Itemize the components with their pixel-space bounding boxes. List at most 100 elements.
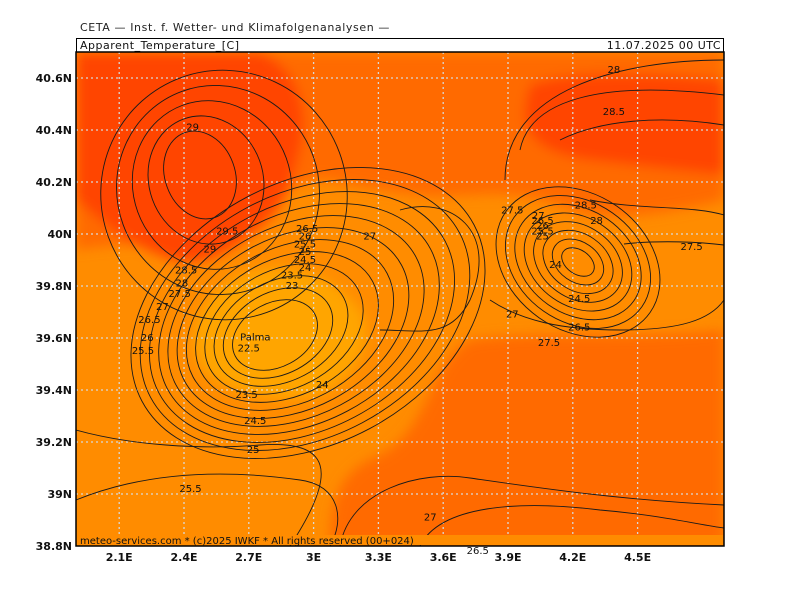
contour-value-label: 26.5	[296, 224, 318, 235]
contour-value-label: 25	[536, 232, 549, 243]
contour-labels: 2828.52929.52928.52827.52726.52625.526.5…	[132, 65, 703, 557]
contour-ring-northwest	[147, 115, 265, 245]
latitude-tick-label: 40.2N	[36, 176, 72, 189]
contour-line-central	[379, 206, 480, 332]
contour-value-label: 26.5	[467, 546, 489, 557]
contour-value-label: 23.5	[236, 390, 258, 401]
contour-ring-mallorca	[185, 239, 395, 411]
latitude-tick-label: 39.4N	[36, 384, 72, 397]
warm-region-south	[330, 330, 724, 546]
contour-ring-mallorca	[139, 179, 471, 451]
contour-value-label: 24	[549, 260, 562, 271]
contour-value-label: 25.5	[531, 226, 553, 237]
contour-line-south	[76, 429, 322, 546]
place-label-palma: Palma	[240, 333, 270, 344]
contour-ring-menorca	[551, 238, 605, 286]
contour-ring-mallorca	[232, 299, 318, 371]
copyright-footer: meteo-services.com * (c)2025 IWKF * All …	[80, 536, 414, 547]
variable-label: Apparent_Temperature_[C]	[80, 39, 240, 52]
latitude-tick-label: 40N	[47, 228, 72, 241]
latitude-tick-label: 40.4N	[36, 124, 72, 137]
contour-ring-mallorca	[176, 227, 410, 419]
latitude-tick-label: 40.6N	[36, 72, 72, 85]
contour-value-label: 27.5	[169, 289, 191, 300]
contour-value-label: 24.5	[244, 416, 266, 427]
contour-ring-menorca	[504, 195, 652, 329]
footer-bar	[77, 535, 723, 545]
contour-ring-menorca	[514, 203, 642, 321]
longitude-tick-label: 3.3E	[365, 551, 392, 564]
contour-ring-mallorca	[222, 287, 334, 379]
contour-value-label: 27.5	[538, 338, 560, 349]
contour-value-label: 24	[299, 263, 312, 274]
graticule	[76, 52, 724, 546]
longitude-tick-label: 2.4E	[170, 551, 197, 564]
longitude-tick-label: 3E	[306, 551, 321, 564]
latitude-tick-label: 39.6N	[36, 332, 72, 345]
contour-value-label: 25.5	[132, 346, 154, 357]
contour-value-label: 28	[607, 65, 620, 76]
latitude-tick-label: 39N	[47, 488, 72, 501]
contour-ring-menorca	[533, 221, 623, 303]
longitude-tick-label: 4.5E	[624, 551, 651, 564]
contour-value-label: 26.5	[138, 315, 160, 326]
contour-value-label: 26	[536, 221, 549, 232]
contour-value-label: 28	[590, 216, 603, 227]
contour-value-label: 25.5	[179, 484, 201, 495]
contour-value-label: 28	[175, 278, 188, 289]
contour-ring-menorca	[523, 212, 633, 312]
contour-value-label: 24	[316, 380, 329, 391]
contour-line-south	[76, 473, 339, 546]
contour-value-label: 27	[506, 310, 519, 321]
contour-value-label: 25	[247, 445, 260, 456]
contour-ring-mallorca	[195, 251, 379, 403]
contour-value-label: 27.5	[501, 206, 523, 217]
longitude-tick-label: 4.2E	[559, 551, 586, 564]
contour-line-ne	[589, 199, 724, 216]
contour-ring-menorca	[561, 247, 595, 277]
latitude-tick-label: 39.8N	[36, 280, 72, 293]
contour-line-ne	[519, 89, 724, 151]
contour-value-label: 25.5	[294, 239, 316, 250]
contour-value-label: 24.5	[294, 255, 316, 266]
contour-ring-mallorca	[148, 191, 456, 443]
longitude-tick-label: 2.1E	[106, 551, 133, 564]
contour-value-label: 27	[363, 232, 376, 243]
map-subtitle-bar: Apparent_Temperature_[C] 11.07.2025 00 U…	[76, 38, 724, 53]
hot-region-nw	[76, 52, 304, 263]
cool-region-palma	[193, 267, 366, 399]
contour-ring-mallorca	[204, 263, 364, 395]
contour-line-ne	[559, 119, 724, 141]
contour-value-label: 29.5	[216, 226, 238, 237]
contour-line-ne	[504, 59, 724, 181]
contour-value-label: 29	[204, 245, 217, 256]
contour-value-label: 26	[141, 333, 154, 344]
contour-value-label: 27.5	[680, 242, 702, 253]
contour-ring-northwest	[116, 85, 320, 295]
longitude-tick-label: 3.6E	[430, 551, 457, 564]
contour-value-label: 25	[299, 247, 312, 258]
contour-ring-mallorca	[167, 215, 425, 427]
contour-ring-northwest	[131, 100, 293, 270]
axis-tick-labels: 2.1E 2.4E 2.7E 3E 3.3E 3.6E 3.9E 4.2E 4.5E 40.6N 4…	[36, 72, 651, 564]
contour-line-east	[489, 299, 724, 331]
contour-value-label: 23.5	[281, 271, 303, 282]
contour-ring-menorca	[495, 186, 661, 338]
longitude-tick-label: 3.9E	[494, 551, 521, 564]
contour-line-south	[419, 505, 724, 546]
latitude-tick-label: 38.8N	[36, 540, 72, 553]
contour-line-east	[623, 241, 724, 246]
contour-ring-mallorca	[158, 203, 440, 435]
contour-value-label: 23	[286, 281, 299, 292]
longitude-tick-label: 2.7E	[235, 551, 262, 564]
contour-value-label: 28.5	[603, 107, 625, 118]
contour-value-label: 28.5	[175, 265, 197, 276]
contour-value-label: 22.5	[238, 343, 260, 354]
contour-value-label: 26.5	[531, 216, 553, 227]
contour-value-label: 27	[532, 211, 545, 222]
contour-ring-mallorca	[130, 167, 486, 459]
contour-value-label: 29	[186, 122, 199, 133]
contour-value-label: 27	[156, 302, 169, 313]
map-source-title: CETA — Inst. f. Wetter- und Klimafolgena…	[80, 21, 390, 34]
